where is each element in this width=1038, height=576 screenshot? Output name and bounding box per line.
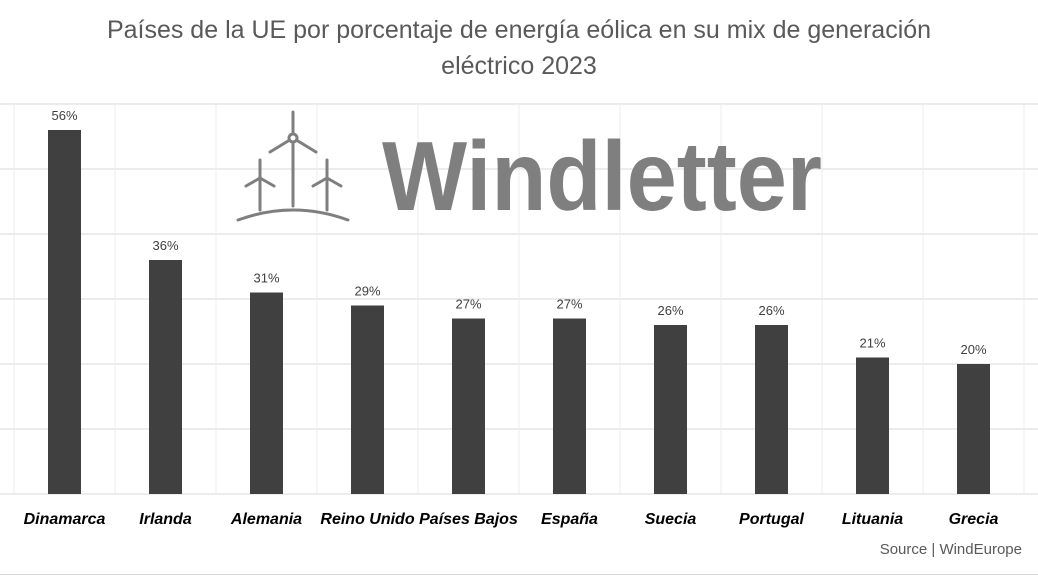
source-note: Source | WindEurope — [879, 541, 1022, 558]
chart-title-line-2: eléctrico 2023 — [441, 52, 597, 80]
category-label-1: Dinamarca — [24, 511, 106, 528]
category-labels: Dinamarca Irlanda Alemania Reino Unido Paíse… — [24, 511, 999, 528]
category-label-10: Grecia — [949, 511, 999, 528]
data-label-8: 26% — [758, 303, 784, 318]
bar-5 — [452, 318, 485, 494]
wind-turbines-icon — [236, 110, 350, 222]
data-label-9: 21% — [859, 336, 885, 351]
bottom-divider — [0, 574, 1038, 575]
grid-lines — [0, 103, 1038, 495]
bar-9 — [856, 357, 889, 494]
bar-1 — [48, 130, 81, 494]
bars — [48, 130, 990, 494]
bar-6 — [553, 318, 586, 494]
data-label-7: 26% — [657, 303, 683, 318]
data-label-5: 27% — [455, 297, 481, 312]
bar-2 — [149, 260, 182, 494]
data-label-4: 29% — [354, 284, 380, 299]
data-label-10: 20% — [960, 342, 986, 357]
category-label-5: Países Bajos — [419, 511, 518, 528]
bar-7 — [654, 325, 687, 494]
category-label-2: Irlanda — [139, 511, 192, 528]
category-label-9: Lituania — [842, 511, 903, 528]
category-label-8: Portugal — [739, 511, 804, 528]
watermark-text: Windletter — [382, 121, 822, 231]
data-label-1: 56% — [51, 108, 77, 123]
data-label-3: 31% — [253, 271, 279, 286]
chart-title-line-1: Países de la UE por porcentaje de energí… — [106, 16, 932, 44]
watermark-logo: Windletter — [236, 110, 822, 231]
category-label-3: Alemania — [230, 511, 302, 528]
data-labels: 56% 36% 31% 29% 27% 27% 26% 26% 21% 20% — [51, 108, 986, 357]
category-label-6: España — [541, 511, 598, 528]
data-label-2: 36% — [152, 238, 178, 253]
bar-4 — [351, 305, 384, 494]
bar-3 — [250, 292, 283, 494]
category-label-4: Reino Unido — [320, 511, 414, 528]
bar-8 — [755, 325, 788, 494]
bar-10 — [957, 364, 990, 494]
category-label-7: Suecia — [645, 511, 697, 528]
data-label-6: 27% — [556, 297, 582, 312]
